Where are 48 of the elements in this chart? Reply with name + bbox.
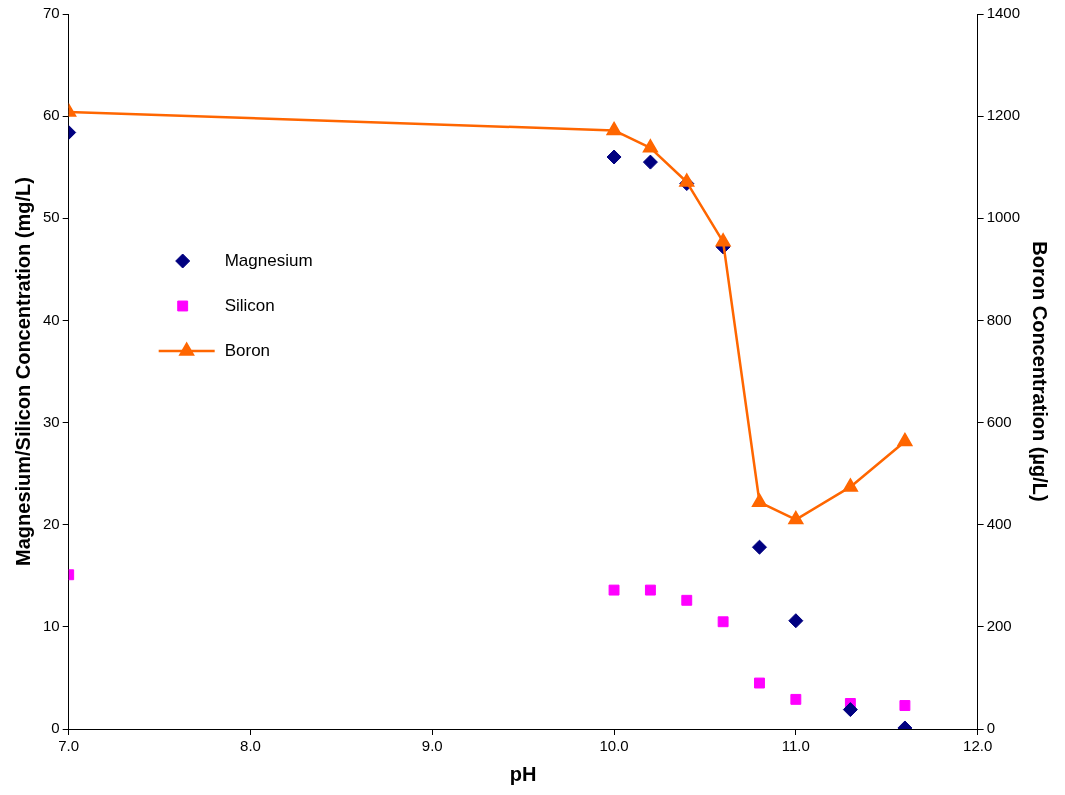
y-tick-label: 20: [43, 514, 60, 532]
point: [643, 139, 658, 153]
y2-tick-label: 1200: [986, 106, 1021, 124]
y-tick-label: 60: [43, 106, 60, 124]
point: [751, 539, 767, 555]
legend-label: Boron: [224, 340, 271, 360]
legend-label: Silicon: [224, 295, 275, 315]
y2-tick-label: 800: [986, 310, 1012, 328]
point: [790, 693, 802, 705]
point: [752, 493, 767, 507]
y-tick-label: 50: [43, 208, 60, 226]
x-tick-label: 12.0: [963, 737, 993, 755]
y-tick-label: 10: [43, 617, 60, 634]
y2-tick-label: 400: [986, 514, 1012, 532]
point: [788, 511, 804, 525]
point: [897, 433, 913, 447]
point: [608, 584, 620, 596]
legend-label: Magnesium: [224, 250, 313, 270]
x-axis-title: pH: [509, 762, 537, 785]
point: [681, 594, 693, 606]
y-tick-label: 0: [51, 719, 60, 737]
y2-tick-label: 1000: [986, 208, 1021, 226]
point: [644, 584, 656, 596]
y-tick-label: 70: [43, 4, 60, 22]
y2-tick-label: 200: [986, 617, 1012, 634]
y-tick-label: 30: [43, 412, 60, 430]
point: [717, 616, 729, 628]
point: [842, 702, 858, 718]
x-tick-label: 9.0: [421, 737, 443, 755]
point: [715, 233, 731, 247]
y2-axis-title: Boron Concentration (µg/L): [1029, 241, 1052, 502]
y2-tick-label: 0: [986, 719, 995, 737]
point: [754, 677, 765, 689]
point: [606, 122, 622, 136]
x-tick-label: 7.0: [58, 737, 80, 755]
point: [788, 613, 804, 629]
y-axis-title: Magnesium/Silicon Concentration (mg/L): [11, 177, 34, 566]
y-tick-label: 40: [43, 310, 60, 328]
point: [679, 173, 695, 187]
x-tick-label: 10.0: [599, 737, 629, 755]
y2-tick-label: 1400: [986, 4, 1021, 22]
x-tick-label: 11.0: [781, 737, 810, 755]
point: [899, 700, 911, 711]
point: [606, 149, 622, 165]
y2-tick-label: 600: [986, 412, 1012, 430]
point: [843, 478, 858, 492]
x-tick-label: 8.0: [240, 737, 261, 755]
point: [642, 154, 658, 170]
